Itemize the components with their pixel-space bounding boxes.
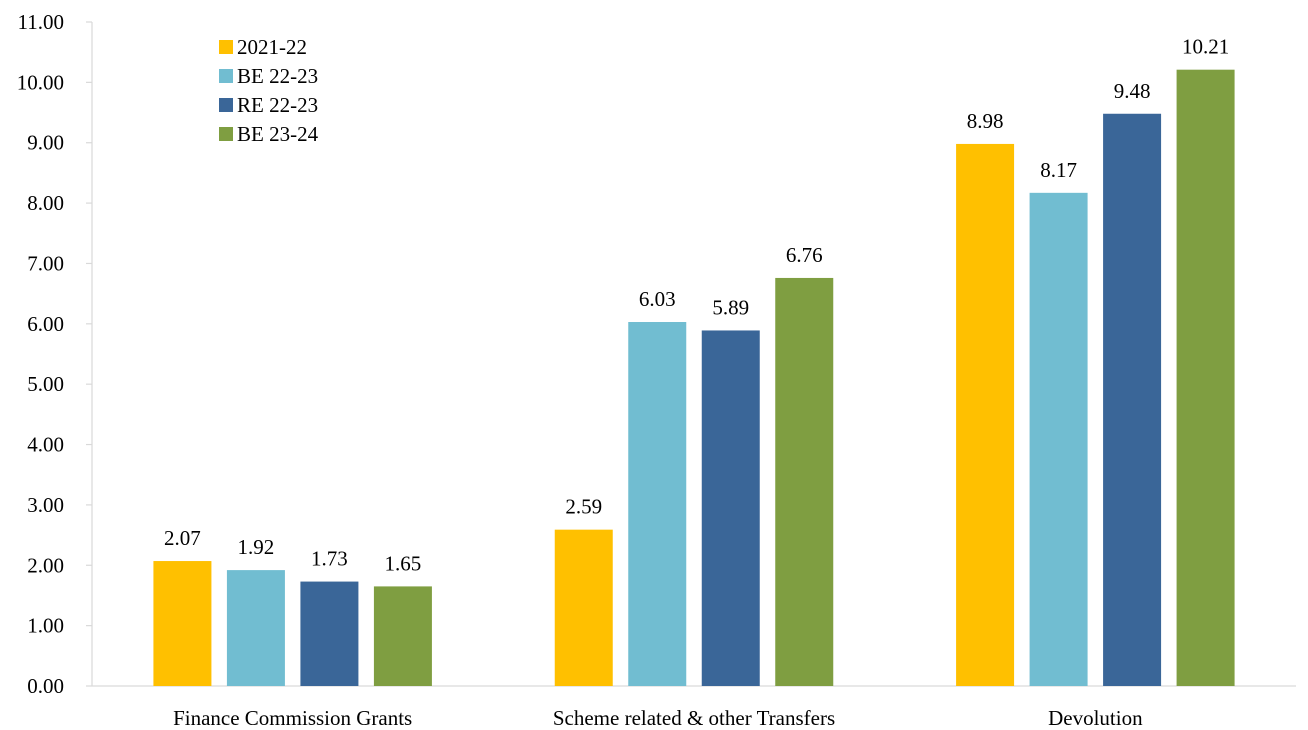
- y-tick-label: 6.00: [27, 312, 64, 336]
- y-tick-label: 11.00: [18, 10, 64, 34]
- bar-2-0: [956, 144, 1014, 686]
- bar-1-3: [775, 278, 833, 686]
- y-tick-label: 5.00: [27, 372, 64, 396]
- data-label-1-2: 5.89: [712, 295, 749, 319]
- data-label-0-0: 2.07: [164, 526, 201, 550]
- y-tick-label: 10.00: [17, 70, 64, 94]
- y-tick-label: 8.00: [27, 191, 64, 215]
- data-label-2-3: 10.21: [1182, 35, 1229, 59]
- legend-label-2: RE 22-23: [237, 93, 318, 117]
- y-tick-label: 4.00: [27, 433, 64, 457]
- y-tick-label: 0.00: [27, 674, 64, 698]
- data-label-1-1: 6.03: [639, 287, 676, 311]
- bar-0-1: [227, 570, 285, 686]
- data-label-2-1: 8.17: [1040, 158, 1077, 182]
- y-axis: 0.00 1.00 2.00 3.00 4.00 5.00 6.00 7.00 8.00 9.00…: [17, 10, 92, 698]
- data-label-0-3: 1.65: [385, 551, 422, 575]
- category-label-2: Devolution: [1048, 706, 1143, 730]
- data-label-0-1: 1.92: [238, 535, 275, 559]
- bar-1-2: [702, 330, 760, 686]
- data-label-0-2: 1.73: [311, 547, 348, 571]
- y-tick-label: 1.00: [27, 614, 64, 638]
- category-labels: Finance Commission Grants Scheme related …: [173, 706, 1143, 730]
- bar-1-1: [628, 322, 686, 686]
- legend-swatch-1: [219, 69, 233, 83]
- legend-swatch-3: [219, 127, 233, 141]
- bar-2-3: [1177, 70, 1235, 686]
- y-tick-label: 7.00: [27, 251, 64, 275]
- legend-swatch-0: [219, 40, 233, 54]
- category-label-1: Scheme related & other Transfers: [553, 706, 835, 730]
- category-label-0: Finance Commission Grants: [173, 706, 412, 730]
- legend-swatch-2: [219, 98, 233, 112]
- bar-2-2: [1103, 114, 1161, 686]
- legend-label-3: BE 23-24: [237, 122, 319, 146]
- bar-0-3: [374, 586, 432, 686]
- y-tick-label: 2.00: [27, 553, 64, 577]
- bar-1-0: [555, 530, 613, 686]
- data-label-1-3: 6.76: [786, 243, 823, 267]
- data-label-1-0: 2.59: [565, 495, 602, 519]
- bar-2-1: [1030, 193, 1088, 686]
- y-tick-label: 9.00: [27, 131, 64, 155]
- bar-0-2: [300, 582, 358, 686]
- legend: 2021-22 BE 22-23 RE 22-23 BE 23-24: [219, 35, 319, 146]
- data-label-2-0: 8.98: [967, 109, 1004, 133]
- legend-label-1: BE 22-23: [237, 64, 318, 88]
- y-tick-label: 3.00: [27, 493, 64, 517]
- legend-label-0: 2021-22: [237, 35, 307, 59]
- bar-0-0: [153, 561, 211, 686]
- data-label-2-2: 9.48: [1114, 79, 1151, 103]
